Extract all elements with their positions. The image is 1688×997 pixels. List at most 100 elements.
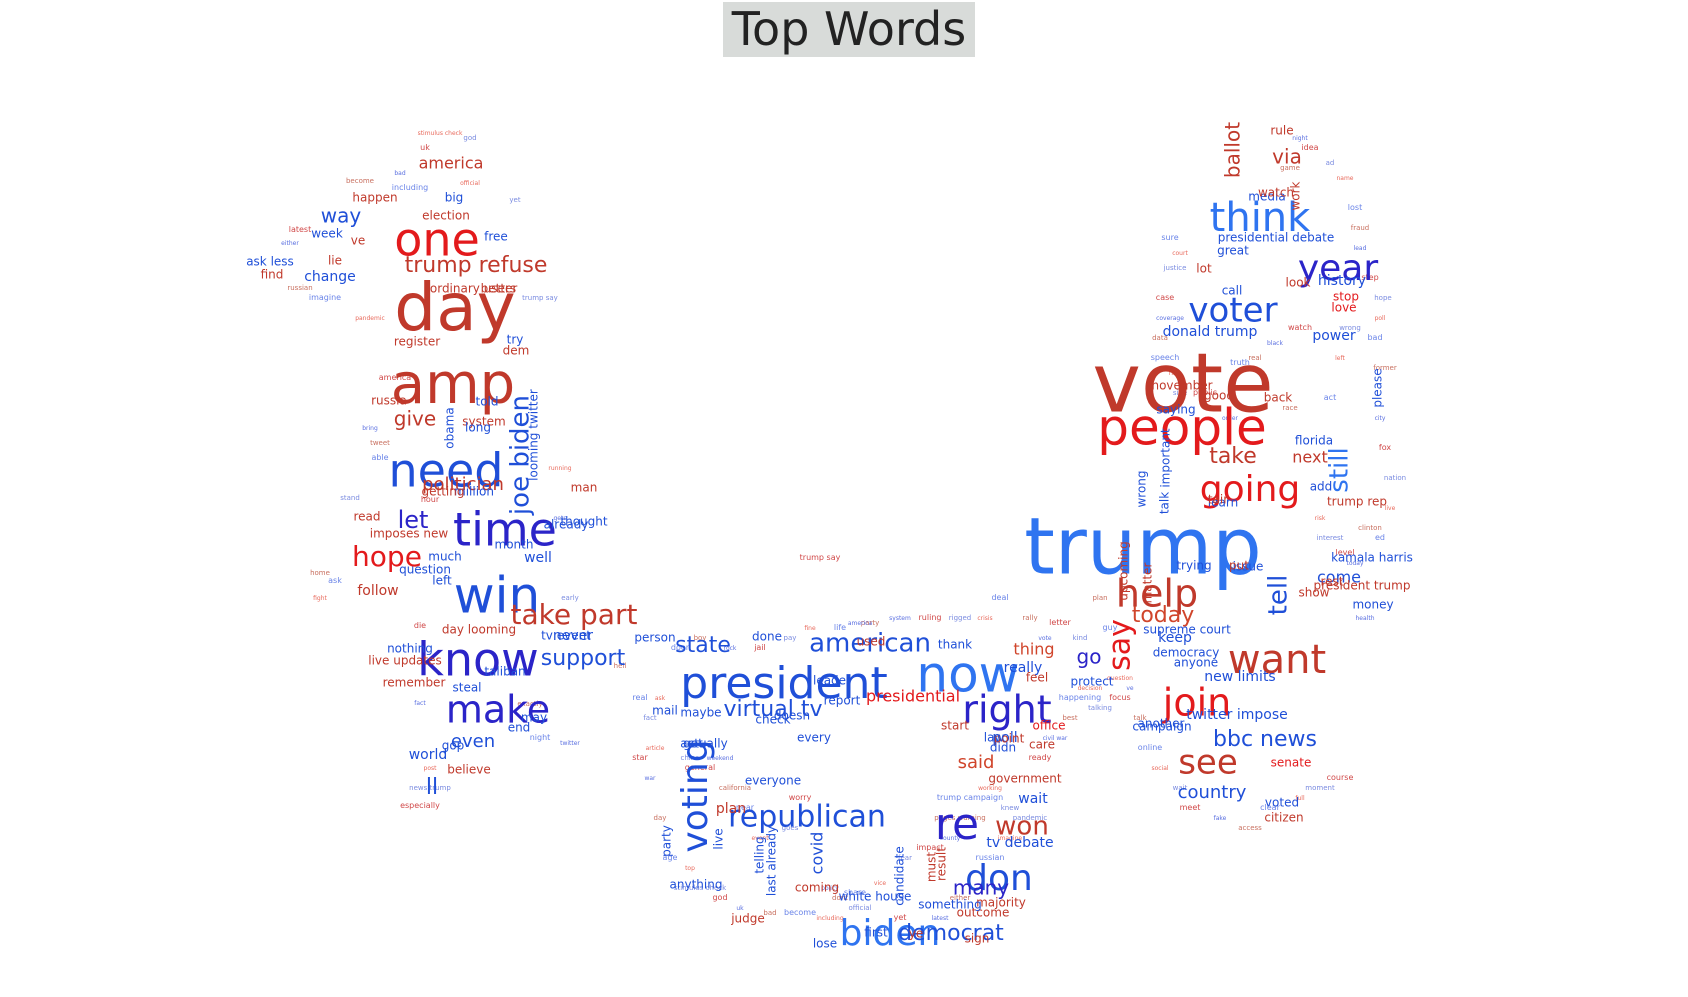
filler-word: become [784, 908, 816, 917]
filler-word: dont [832, 894, 848, 902]
word-check: check [755, 713, 790, 727]
filler-word: running [548, 465, 571, 472]
filler-word: share [844, 888, 866, 897]
filler-word: twitter [560, 740, 580, 747]
word-trying: trying [1176, 559, 1211, 573]
word-democrat: democrat [898, 921, 1004, 946]
word-bbc-news: bbc news [1213, 727, 1317, 752]
filler-word: fine [804, 625, 816, 632]
word-doesn: doesn [774, 709, 810, 723]
word-believe: believe [447, 763, 491, 777]
filler-word: trump campaign [937, 793, 1003, 802]
filler-word: moment [1305, 784, 1335, 792]
filler-word: talk [1133, 714, 1147, 722]
word-support: support [541, 646, 626, 671]
word-live: live [712, 828, 726, 849]
word-got: got [683, 737, 703, 751]
filler-word: real [632, 693, 647, 702]
filler-word: social [1151, 765, 1168, 772]
word-tv-event: tv event [541, 629, 591, 643]
filler-word: china [681, 754, 700, 762]
word-amp: amp [391, 352, 515, 417]
word-way: way [321, 204, 362, 228]
filler-word: either [950, 894, 971, 902]
filler-word: latest [289, 225, 312, 234]
word-joe-biden: joe biden [506, 395, 536, 516]
filler-word: today [1346, 560, 1364, 567]
filler-word: public [1193, 388, 1217, 397]
filler-word: pandemic [1013, 814, 1048, 822]
word-politician: politician [422, 474, 504, 495]
word-look: look [1286, 276, 1311, 290]
filler-word: bring [362, 425, 378, 432]
word-re: re [935, 799, 979, 850]
filler-word: truth [1230, 358, 1250, 367]
filler-word: former [1373, 364, 1397, 372]
filler-word: pandemic [355, 315, 385, 322]
word-result: result [935, 847, 949, 881]
filler-word: trump say [800, 553, 841, 562]
filler-word: either [281, 240, 299, 247]
word-report: report [824, 694, 861, 708]
filler-word: online [1138, 743, 1162, 752]
word-voted: voted [1265, 796, 1299, 810]
filler-word: night [530, 733, 551, 742]
word-back: back [1264, 391, 1293, 405]
word-lie: lie [328, 254, 342, 268]
word-new-limits: new limits [1204, 669, 1275, 685]
word-saying: saying [1156, 403, 1195, 417]
word-please: please [1371, 368, 1385, 407]
filler-word: case [1156, 293, 1174, 302]
filler-word: wrong [1339, 324, 1361, 332]
filler-word: hell [614, 662, 627, 670]
word-thought: thought [560, 515, 607, 529]
word-point: point [994, 732, 1025, 746]
filler-word: ready [1029, 753, 1052, 762]
filler-word: news trump [409, 784, 451, 792]
filler-word: bad [763, 909, 776, 917]
filler-word: official [848, 904, 871, 912]
word-history: history [1318, 273, 1366, 289]
word-big: big [445, 191, 464, 205]
word-work: work [1289, 181, 1303, 210]
filler-word: letter [1049, 618, 1071, 627]
word-ordinary-users: ordinary users [430, 282, 516, 296]
word-nothing: nothing [387, 642, 433, 656]
filler-word: god [712, 893, 727, 902]
filler-word: die [414, 621, 426, 630]
word-democracy: democracy [1153, 646, 1220, 660]
filler-word: uk [736, 905, 744, 912]
filler-word: pages warning [934, 814, 985, 822]
word-need: need [389, 444, 504, 498]
word-issue: issue [1233, 560, 1264, 574]
word-senate: senate [1271, 756, 1312, 770]
filler-word: jail [753, 643, 766, 652]
filler-word: decision [1078, 685, 1103, 692]
word-country: country [1178, 782, 1247, 803]
word-election: election [422, 209, 470, 223]
word-russia: russia [371, 394, 407, 408]
word-tair: tair [1208, 493, 1228, 507]
filler-word: day [654, 814, 667, 822]
filler-word: civil war [1043, 735, 1068, 742]
word-join: join [1162, 681, 1231, 725]
word-talk: talk [1158, 492, 1172, 514]
filler-word: full [1295, 795, 1305, 802]
filler-word: fact [414, 700, 426, 707]
filler-word: become [346, 177, 374, 185]
word-may: may [521, 711, 547, 725]
word-think: think [1210, 195, 1312, 241]
word-everyone: everyone [745, 774, 801, 788]
filler-word: city [1375, 415, 1386, 422]
word-thing: thing [1013, 640, 1054, 659]
filler-word: california [719, 784, 751, 792]
word-media: media [1248, 190, 1285, 204]
filler-word: lead [1354, 245, 1367, 252]
filler-word: party [861, 619, 880, 627]
filler-word: top [685, 865, 695, 872]
word-remember: remember [383, 676, 446, 690]
filler-word: article [646, 745, 665, 752]
word-biden: biden [840, 913, 941, 954]
word-now: now [916, 646, 1019, 704]
filler-word: working [978, 785, 1002, 792]
